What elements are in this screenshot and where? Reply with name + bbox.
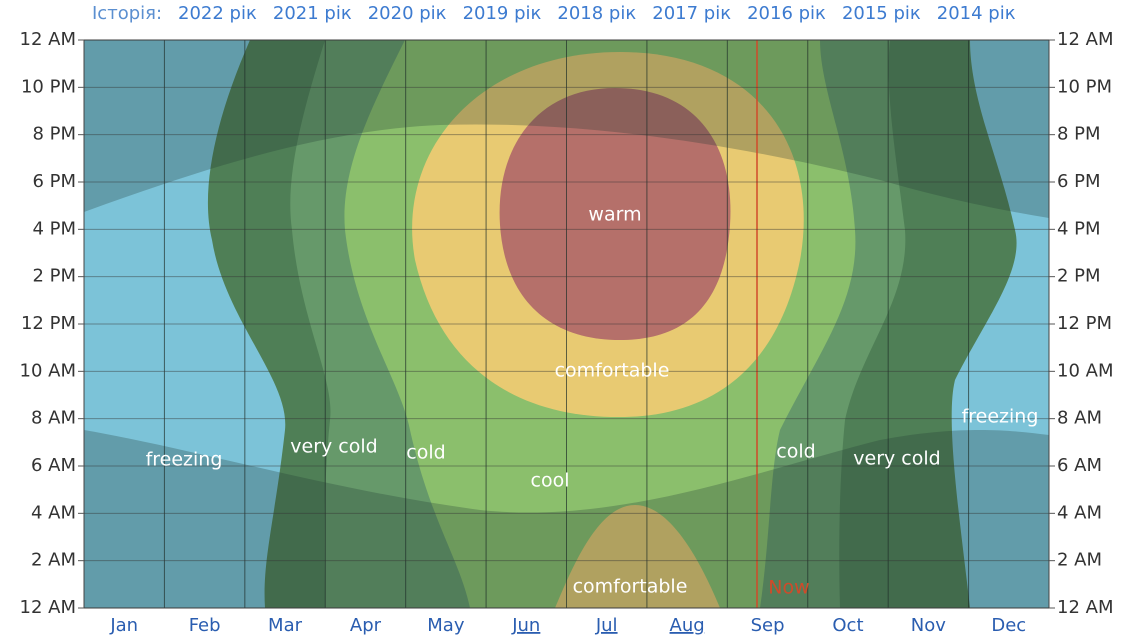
region-label: cold [776,441,815,463]
x-tick-label: Oct [832,615,863,636]
history-year: 2017 рік [652,3,731,24]
x-tick-label: Jan [109,615,138,636]
region-label: comfortable [573,576,688,598]
region-label: freezing [146,449,223,471]
history-label: Історія: [92,3,162,24]
history-year: 2018 рік [557,3,636,24]
x-tick-label: Mar [268,615,303,636]
x-tick-label: Feb [189,615,221,636]
y2-tick-label: 6 PM [1057,171,1101,192]
region-label: warm [588,204,641,226]
x-tick-label: Apr [350,615,382,636]
history-year: 2022 рік [178,3,257,24]
y2-tick-label: 12 AM [1057,29,1113,50]
history-year: 2014 рік [937,3,1016,24]
y-tick-label: 4 PM [32,218,76,239]
y2-tick-label: 10 PM [1057,76,1112,97]
region-label: very cold [290,436,377,458]
y-tick-label: 4 AM [31,502,76,523]
x-tick-label: Dec [991,615,1026,636]
y2-tick-label: 6 AM [1057,455,1102,476]
region-label: very cold [853,448,940,470]
now-label: Now [768,577,809,599]
region-label: cool [531,470,570,492]
y2-tick-label: 4 PM [1057,218,1101,239]
x-tick-label: Nov [911,615,946,636]
y-tick-label: 2 PM [32,266,76,287]
month-grid [163,40,970,608]
y-tick-label: 10 PM [21,76,76,97]
y-tick-label: 8 PM [32,124,76,145]
y2-tick-label: 10 AM [1057,360,1113,381]
y-tick-label: 12 PM [21,313,76,334]
region-label: freezing [962,406,1039,428]
y-tick-label: 6 PM [32,171,76,192]
x-tick-label: May [427,615,465,636]
y-tick-label: 8 AM [31,408,76,429]
region-label: cold [406,442,445,464]
history-year: 2021 рік [273,3,352,24]
history-header: Історія: 2022 рік 2021 рік 2020 рік 2019 рік… [92,3,1016,24]
history-year: 2016 рік [747,3,826,24]
y2-tick-label: 8 AM [1057,408,1102,429]
history-year: 2015 рік [842,3,921,24]
y-tick-label: 12 AM [20,29,76,50]
y2-tick-label: 12 PM [1057,313,1112,334]
y2-tick-label: 8 PM [1057,124,1101,145]
history-year: 2020 рік [368,3,447,24]
region-label: comfortable [555,360,670,382]
y2-tick-label: 4 AM [1057,502,1102,523]
y-tick-label: 6 AM [31,455,76,476]
x-tick-label: Aug [670,615,705,636]
history-year: 2019 рік [463,3,542,24]
plot-area: Now [83,39,1050,609]
y-tick-label: 12 AM [20,597,76,618]
y2-tick-label: 2 PM [1057,266,1101,287]
y-tick-label: 10 AM [20,360,76,381]
y-tick-label: 2 AM [31,550,76,571]
comfortable-region-night [555,505,720,608]
y2-tick-label: 2 AM [1057,550,1102,571]
x-tick-label: Sep [751,615,785,636]
y2-tick-label: 12 AM [1057,597,1113,618]
x-tick-label: Jul [595,615,618,636]
warm-region [499,88,731,340]
x-tick-label: Jun [511,615,540,636]
